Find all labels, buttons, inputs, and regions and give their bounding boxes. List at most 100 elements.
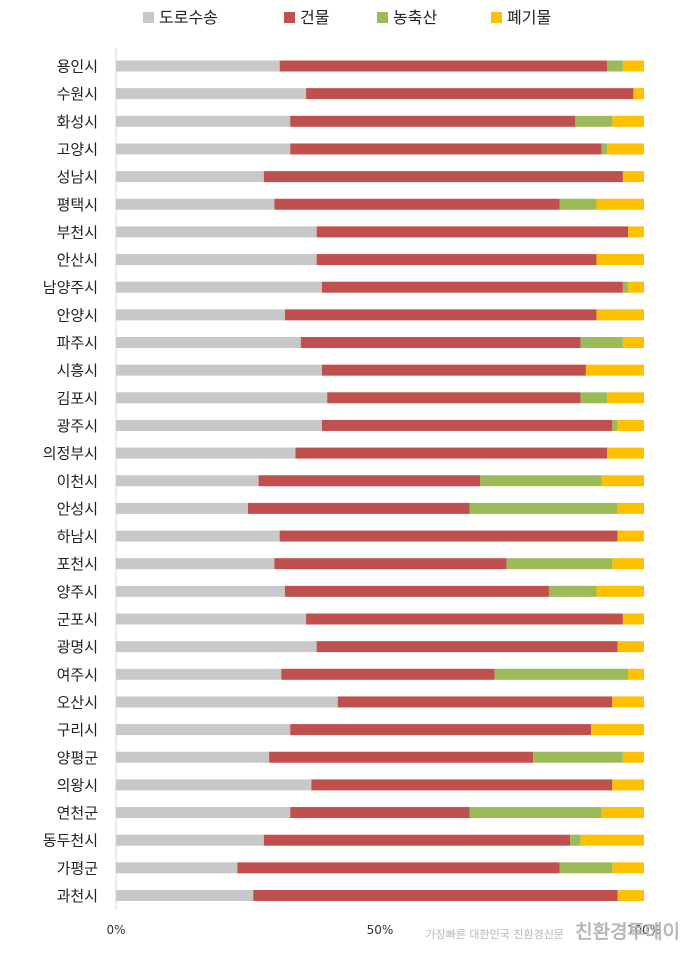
category-label: 화성시 [57,113,98,131]
bar-segment [469,502,618,514]
bar-segment [327,392,581,404]
bar-segment [617,890,644,901]
bar-segment [601,807,644,819]
x-tick-label: 50% [367,923,394,937]
bar-segment [601,143,608,155]
bar-segment [300,337,581,348]
bar-segment [274,558,507,570]
bar-segment [596,309,644,321]
bar-segment [116,143,291,155]
bar-segment [494,668,628,680]
bar-segment [612,115,644,127]
bar-segment [116,309,285,321]
bar-segment [480,475,602,487]
category-label: 수원시 [57,85,98,103]
bar-segment [116,558,275,570]
bar-segment [622,281,629,293]
bar-segment [321,419,613,431]
bar-segment [596,198,644,210]
bar-segment [116,696,338,708]
bar-segment [116,60,280,72]
bar-segment [248,502,470,514]
bar-segment [116,281,322,293]
bar-segment [116,198,275,210]
category-label: 이천시 [57,472,98,490]
category-label: 포천시 [57,555,98,573]
legend-swatch [377,12,388,23]
category-label: 안양시 [57,306,98,324]
bar-segment [116,115,291,127]
category-label: 양주시 [57,583,98,601]
bar-segment [580,337,623,348]
legend-item: 도로수송 [143,8,218,27]
category-label: 시흥시 [57,362,98,380]
bar-segment [617,641,644,653]
bar-segment [274,198,560,210]
bar-segment [116,834,264,846]
category-label: 부천시 [57,223,98,241]
legend-swatch [284,12,295,23]
bar-segment [548,585,597,597]
bar-segment [622,171,644,183]
bar-segment [311,779,613,791]
legend-label: 농축산 [393,8,437,27]
category-labels: 용인시수원시화성시고양시성남시평택시부천시안산시남양주시안양시파주시시흥시김포시… [43,58,98,906]
category-label: 남양주시 [43,279,98,297]
bar-segment [116,254,317,266]
bar-segment [116,392,328,404]
x-axis-ticks: 0% 50% 100% [106,923,661,937]
bar-segment [580,834,644,846]
bar-segment [607,143,644,155]
watermark-logo: 친환경투데이 [575,921,680,943]
bar-segment [116,890,254,901]
bar-segment [116,419,322,431]
bar-segment [116,88,307,100]
bar-segment [622,613,644,625]
bar-segment [628,226,644,238]
bar-segment [469,807,602,819]
bar-segment [337,696,613,708]
category-label: 의왕시 [57,776,98,794]
bar-segment [116,585,285,597]
bars-group [116,60,644,901]
bar-segment [263,171,623,183]
category-label: 가평군 [57,859,99,877]
bar-segment [116,475,259,487]
bar-segment [591,724,644,736]
category-label: 안성시 [57,500,98,518]
category-label: 의정부시 [43,445,98,463]
bar-segment [306,88,634,100]
legend-item: 폐기물 [491,8,551,27]
bar-segment [116,364,322,376]
bar-segment [612,862,644,874]
bar-segment [116,807,291,819]
watermark-small: 가장빠른 대한민국 친환경신문 [425,928,565,941]
bar-segment [116,779,312,791]
category-label: 광주시 [57,417,98,435]
bar-segment [279,60,608,72]
bar-segment [116,447,296,459]
bar-segment [617,530,644,542]
category-label: 과천시 [57,887,98,905]
bar-segment [306,613,623,625]
bar-segment [258,475,481,487]
bar-segment [263,834,571,846]
bar-segment [295,447,608,459]
bar-segment [269,751,534,763]
bar-segment [321,364,586,376]
bar-segment [617,502,644,514]
bar-segment [622,337,644,348]
category-label: 성남시 [57,168,98,186]
bar-segment [116,530,280,542]
bar-segment [533,751,623,763]
bar-segment [628,668,644,680]
bar-segment [607,447,644,459]
bar-segment [284,585,549,597]
category-label: 구리시 [57,721,98,739]
category-label: 광명시 [57,638,98,656]
bar-segment [612,558,644,570]
category-label: 연천군 [57,804,99,822]
bar-segment [116,751,270,763]
bar-segment [316,641,618,653]
